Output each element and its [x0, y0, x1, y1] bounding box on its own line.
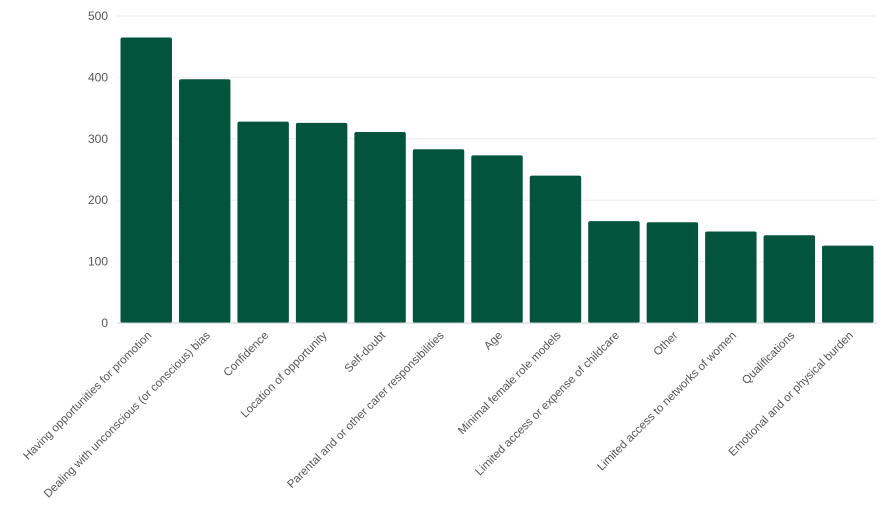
- bar: [646, 222, 699, 323]
- y-tick-label: 100: [88, 255, 108, 269]
- bar: [529, 175, 582, 323]
- bar: [471, 155, 523, 323]
- y-tick-label: 400: [88, 70, 108, 84]
- bar: [412, 149, 465, 323]
- x-category-label: Self-doubt: [343, 329, 389, 375]
- bar: [178, 79, 231, 323]
- x-category-label: Having opportunities for promotion: [22, 330, 155, 463]
- y-tick-label: 300: [88, 132, 108, 146]
- x-category-label: Qualifications: [740, 329, 797, 386]
- bar: [237, 121, 289, 323]
- y-tick-label: 500: [88, 9, 108, 23]
- bar: [705, 231, 757, 323]
- x-category-label: Confidence: [222, 330, 272, 380]
- bar: [295, 122, 348, 323]
- y-tick-label: 0: [101, 316, 108, 330]
- bar: [120, 37, 172, 324]
- x-axis-category-labels: Having opportunities for promotionDealin…: [22, 329, 856, 500]
- x-category-label: Emotional and or physical burden: [727, 330, 856, 459]
- x-category-label: Other: [652, 330, 681, 359]
- y-axis-tick-labels: 0 100 200 300 400 500: [88, 9, 108, 330]
- x-category-label: Age: [482, 330, 505, 353]
- bars: [120, 37, 874, 324]
- bar: [763, 235, 816, 323]
- bar: [822, 245, 874, 323]
- bar: [588, 221, 640, 323]
- x-category-label: Minimal female role models: [456, 329, 564, 437]
- y-tick-label: 200: [88, 193, 108, 207]
- bar: [354, 132, 406, 323]
